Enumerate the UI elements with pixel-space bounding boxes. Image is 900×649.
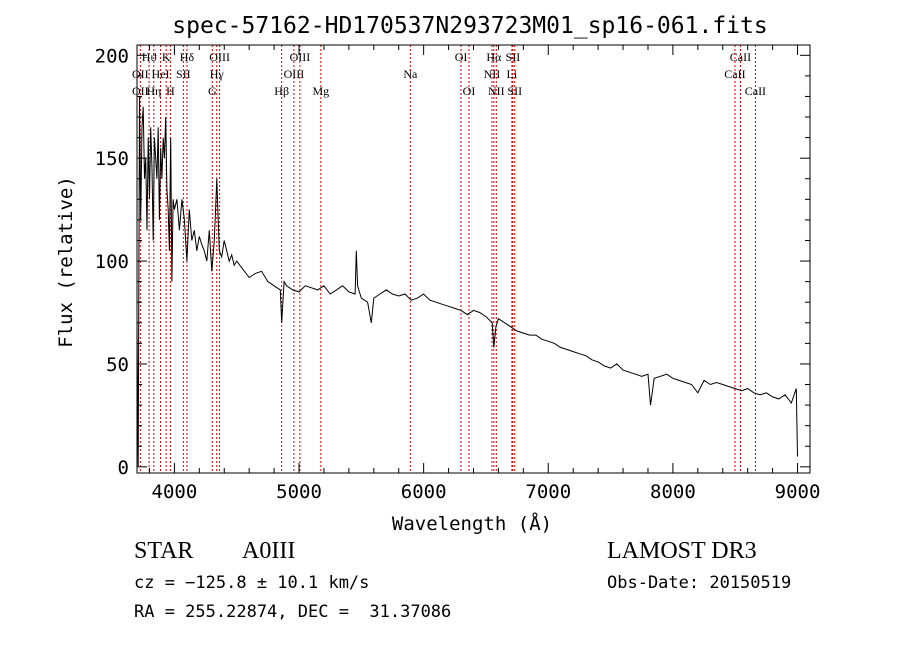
coordinates: RA = 255.22874, DEC = 31.37086 [134, 602, 452, 622]
chart-title: spec-57162-HD170537N293723M01_sp16-061.f… [172, 13, 767, 39]
x-tick-label: 8000 [650, 481, 696, 503]
spectral-line-label: Hα [486, 50, 502, 64]
x-tick-label: 7000 [525, 481, 571, 503]
spectral-line-label: OII [132, 67, 149, 81]
spectral-line-label: Hγ [210, 67, 225, 81]
spectral-line-label: OI [463, 84, 476, 98]
spectral-line-label: OIII [284, 67, 305, 81]
spectral-line-label: CaII [724, 67, 745, 81]
spectral-line-label: Hϑ [142, 50, 157, 64]
y-axis: 0 50 100 150 200 [95, 45, 810, 479]
spectral-line-label: Hη [146, 84, 161, 98]
x-tick-label: 9000 [775, 481, 821, 503]
spectral-line-label: K [162, 50, 171, 64]
observation-date: Obs-Date: 20150519 [607, 573, 792, 593]
spectral-line-markers [139, 45, 756, 473]
spectral-line-label: OIII [290, 50, 311, 64]
spectral-line-labels: Hϑ K Hδ OIII OIII OI Hα SII CaII OII HeI SII Hγ OIII N… [132, 50, 766, 98]
spectral-line-label: Na [403, 67, 418, 81]
spectral-line-label: HeI [152, 67, 170, 81]
spectrum-line [136, 96, 798, 467]
spectral-line-label: SII [507, 84, 522, 98]
spectral-line-label: SII [176, 67, 191, 81]
plot-frame [136, 44, 811, 474]
y-tick-label: 200 [95, 45, 129, 67]
spectral-line-label: G [208, 84, 217, 98]
spectral-line-label: OII [132, 84, 149, 98]
spectral-line-label: Hβ [274, 84, 289, 98]
x-tick-label: 6000 [401, 481, 447, 503]
spectral-line-label: OI [455, 50, 468, 64]
x-tick-label: 5000 [276, 481, 322, 503]
spectral-line-label: OIII [209, 50, 230, 64]
spectral-line-label: SII [506, 50, 521, 64]
spectral-line-label: Li [507, 67, 518, 81]
spectral-line-label: NII [488, 84, 505, 98]
spectral-line-label: H [166, 84, 175, 98]
redshift-velocity: cz = −125.8 ± 10.1 km/s [134, 573, 370, 593]
y-tick-label: 0 [118, 457, 129, 479]
x-axis-label: Wavelength (Å) [392, 512, 552, 535]
object-subclass: A0III [242, 538, 296, 564]
x-tick-label: 4000 [152, 481, 198, 503]
spectral-line-label: Mg [312, 84, 329, 98]
y-tick-label: 150 [95, 148, 129, 170]
survey-name: LAMOST DR3 [607, 538, 757, 564]
y-tick-label: 50 [106, 354, 129, 376]
spectral-line-label: Hδ [180, 50, 195, 64]
object-class: STAR [134, 538, 194, 564]
spectral-line-label: CaII [730, 50, 751, 64]
x-axis: 4000 5000 6000 7000 8000 9000 [148, 45, 821, 503]
y-axis-label: Flux (relative) [55, 176, 77, 348]
spectral-line-label: CaII [745, 84, 766, 98]
y-tick-label: 100 [95, 251, 129, 273]
spectral-line-label: NII [484, 67, 501, 81]
